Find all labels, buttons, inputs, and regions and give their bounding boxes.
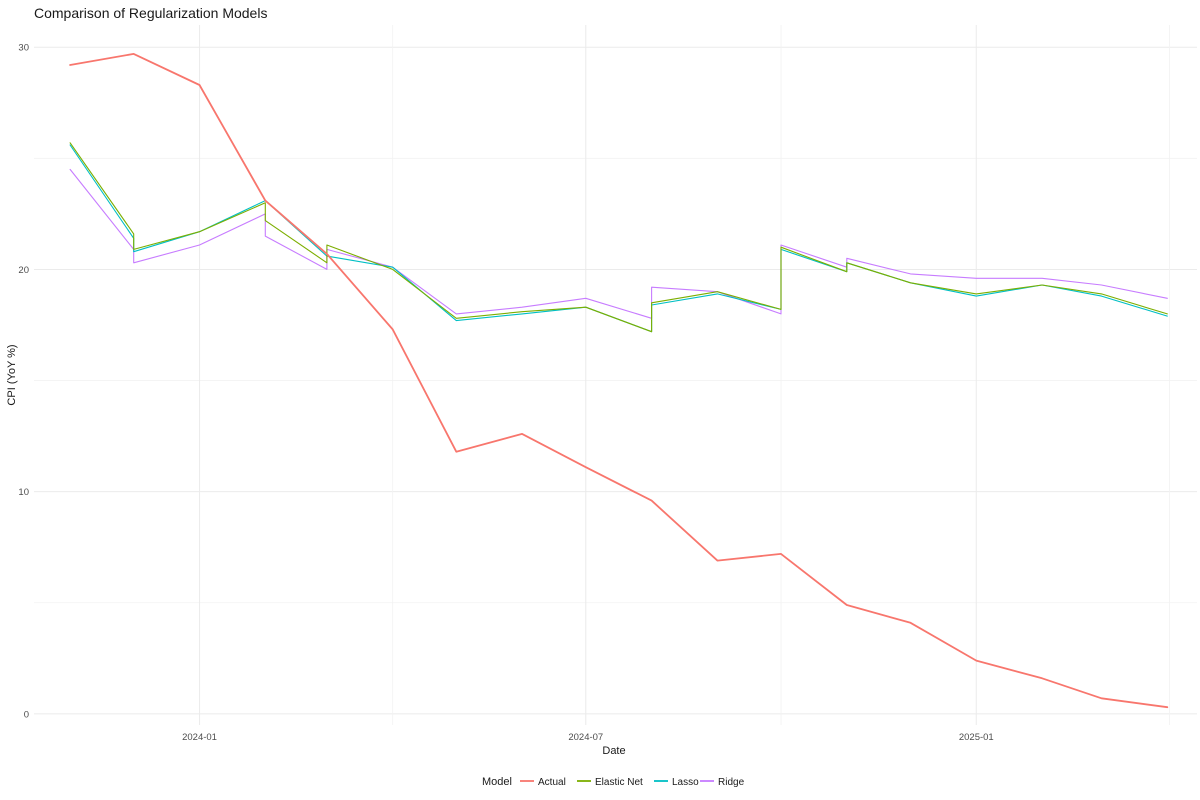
- legend-label: Actual: [538, 777, 566, 788]
- legend-label: Ridge: [718, 777, 745, 788]
- chart-title: Comparison of Regularization Models: [34, 5, 267, 21]
- x-tick-label: 2024-01: [182, 732, 217, 743]
- y-tick-label: 10: [18, 487, 29, 498]
- x-axis-title: Date: [602, 745, 625, 757]
- legend-title: Model: [482, 776, 512, 788]
- y-tick-label: 0: [24, 709, 29, 720]
- y-axis-title: CPI (YoY %): [6, 344, 18, 405]
- y-tick-label: 20: [18, 265, 29, 276]
- legend-label: Elastic Net: [595, 777, 643, 788]
- series-line-elastic-net: [69, 142, 1168, 333]
- grid: [34, 25, 1197, 725]
- y-tick-label: 30: [18, 43, 29, 54]
- x-tick-label: 2024-07: [568, 732, 603, 743]
- series-line-actual: [69, 53, 1169, 709]
- x-axis-ticks: 2024-01 2024-07 2025-01: [182, 732, 994, 743]
- series-line-ridge: [69, 168, 1168, 319]
- y-axis-ticks: 0 10 20 30: [18, 43, 29, 721]
- legend-label: Lasso: [672, 777, 699, 788]
- legend: Model Actual Elastic Net Lasso Ridge: [482, 776, 745, 788]
- x-tick-label: 2025-01: [959, 732, 994, 743]
- series-layer: [69, 53, 1169, 709]
